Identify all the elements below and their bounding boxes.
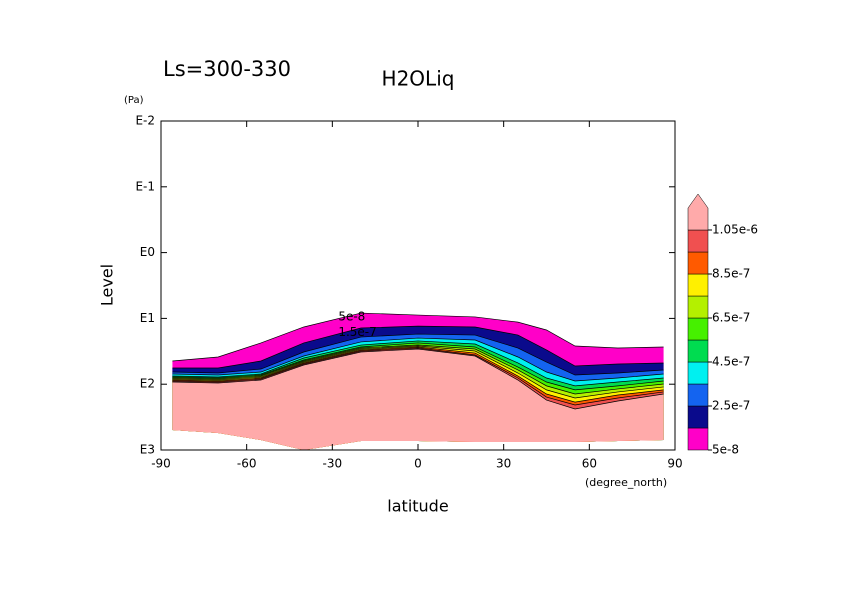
colorbar-tick-label: 5e-8 (712, 443, 739, 457)
chart-subtitle: Ls=300-330 (163, 57, 291, 81)
x-tick-label: 60 (582, 457, 597, 471)
y-tick-label: E-1 (135, 179, 155, 193)
colorbar-box (687, 317, 709, 341)
colorbar: 5e-8 2.5e-7 4.5e-7 6.5e-7 8.5e-7 1.05e-6 (687, 193, 758, 457)
colorbar-tick-label: 4.5e-7 (712, 355, 750, 369)
x-axis-label: latitude (387, 497, 448, 516)
colorbar-box (687, 251, 709, 275)
colorbar-box (687, 361, 709, 385)
contour-line (172, 342, 664, 391)
y-tick-label: E1 (140, 311, 155, 325)
x-tick-label: 30 (496, 457, 511, 471)
contour-line (172, 325, 664, 369)
colorbar-tick-label: 8.5e-7 (712, 267, 750, 281)
plot-area: 5e-81.5e-7 (172, 310, 664, 450)
x-tick-label: -60 (237, 457, 257, 471)
y-tick-label: E-2 (135, 114, 155, 128)
chart-title: H2OLiq (382, 67, 455, 91)
colorbar-tick-label: 2.5e-7 (712, 399, 750, 413)
contour-band (172, 349, 664, 450)
x-unit: (degree_north) (585, 476, 667, 489)
contour-line (172, 337, 664, 382)
x-tick-label: -30 (323, 457, 343, 471)
y-tick-label: E2 (140, 377, 155, 391)
colorbar-box (687, 405, 709, 429)
contour-line (172, 333, 664, 376)
contour-line (172, 344, 664, 395)
colorbar-tick-label: 1.05e-6 (712, 223, 758, 237)
contour-line (172, 347, 664, 406)
x-tick-label: 90 (667, 457, 682, 471)
colorbar-box (687, 229, 709, 253)
x-tick-label: -90 (151, 457, 171, 471)
colorbar-box (687, 427, 709, 451)
colorbar-box (687, 273, 709, 297)
colorbar-box (687, 383, 709, 407)
y-unit: (Pa) (124, 95, 144, 106)
contour-label: 5e-8 (338, 310, 365, 324)
contour-line (172, 312, 664, 362)
colorbar-tick-label: 6.5e-7 (712, 311, 750, 325)
contour-line (172, 345, 664, 399)
colorbar-extension (687, 193, 709, 231)
contour-label: 1.5e-7 (338, 325, 376, 339)
y-tick-label: E0 (140, 245, 155, 259)
colorbar-box (687, 339, 709, 363)
contour-line (172, 348, 664, 410)
contour-line (172, 346, 664, 403)
colorbar-box (687, 295, 709, 319)
contour-line (172, 340, 664, 387)
y-axis-label: Level (98, 264, 117, 306)
x-tick-label: 0 (414, 457, 422, 471)
y-tick-label: E3 (140, 443, 155, 457)
